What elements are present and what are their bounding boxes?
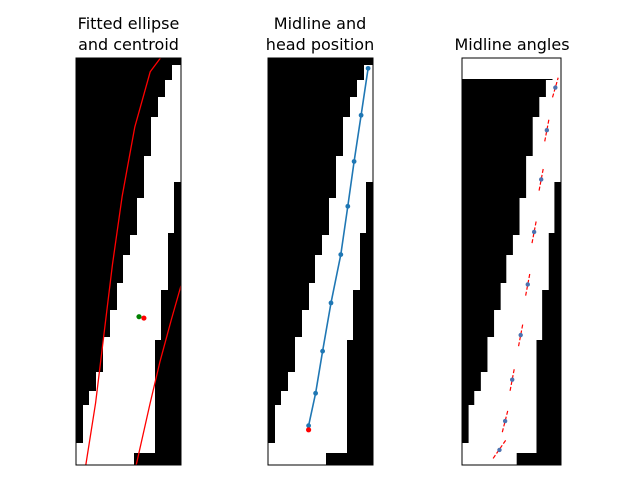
ellipse-center-point	[141, 315, 147, 321]
panel-1-overlay	[85, 58, 181, 465]
panel-2-title-line-1: Midline and	[274, 14, 366, 33]
angle-point	[553, 85, 558, 90]
midline-point	[365, 65, 371, 71]
centroid-point	[136, 314, 142, 320]
panel-2-title-line-2: head position	[266, 35, 374, 54]
panel-2-frame	[267, 57, 374, 466]
ellipse-group	[85, 58, 181, 465]
angle-point	[510, 377, 515, 382]
midline-point	[338, 252, 344, 258]
midline-point	[313, 390, 318, 396]
angle-point	[497, 447, 502, 453]
angle-segment	[492, 439, 507, 459]
midline-point	[345, 203, 351, 209]
panel-fitted-ellipse: Fitted ellipse and centroid	[75, 14, 182, 466]
panel-3-mask-image	[462, 58, 561, 465]
ellipse-arc-1	[85, 58, 162, 465]
panel-1-title-line-2: and centroid	[78, 35, 179, 54]
ellipse-arc-2	[135, 285, 181, 465]
fish-silhouette	[462, 58, 561, 465]
angle-point	[502, 418, 508, 424]
panel-3-title: Midline angles	[454, 35, 569, 54]
midline-point	[306, 423, 311, 429]
panel-midline-head: Midline and head position	[266, 14, 374, 466]
angle-segment	[551, 77, 559, 98]
angle-point	[539, 177, 544, 182]
angle-point	[518, 332, 523, 338]
fish-silhouette	[76, 58, 181, 465]
head-point	[306, 427, 312, 433]
angle-segment	[538, 168, 544, 191]
panel-2-mask-image	[268, 58, 373, 465]
angle-segment	[517, 323, 524, 347]
midline-point	[328, 300, 334, 306]
angle-point	[531, 229, 537, 235]
panel-midline-angles: Midline angles	[454, 35, 570, 466]
midline-point	[351, 159, 357, 164]
panel-1-mask-image	[76, 58, 181, 465]
mask-top-band	[462, 58, 561, 79]
fish-silhouette	[268, 58, 373, 465]
midline-point	[358, 112, 364, 118]
panel-1-frame	[75, 57, 182, 466]
panel-3-frame	[461, 57, 562, 466]
panel-3-overlay	[492, 77, 559, 459]
midline-point	[320, 348, 325, 354]
angle-point	[525, 282, 530, 287]
angle-segment	[531, 220, 537, 244]
panel-2-overlay	[306, 65, 371, 433]
angle-segment	[509, 368, 515, 391]
angle-segment	[544, 118, 550, 142]
angle-point	[544, 128, 550, 133]
angle-segment	[525, 273, 531, 296]
angle-segment	[501, 409, 509, 433]
panel-1-title-line-1: Fitted ellipse	[78, 14, 180, 33]
